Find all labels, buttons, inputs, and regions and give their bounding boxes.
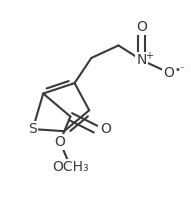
Text: S: S bbox=[28, 122, 37, 136]
Text: O: O bbox=[54, 135, 65, 149]
Text: O: O bbox=[136, 20, 147, 34]
Text: O: O bbox=[101, 122, 112, 136]
Text: •⁻: •⁻ bbox=[175, 65, 186, 75]
Text: N: N bbox=[136, 53, 147, 67]
Text: +: + bbox=[146, 51, 153, 61]
Text: OCH₃: OCH₃ bbox=[52, 160, 89, 174]
Text: O: O bbox=[163, 66, 174, 80]
